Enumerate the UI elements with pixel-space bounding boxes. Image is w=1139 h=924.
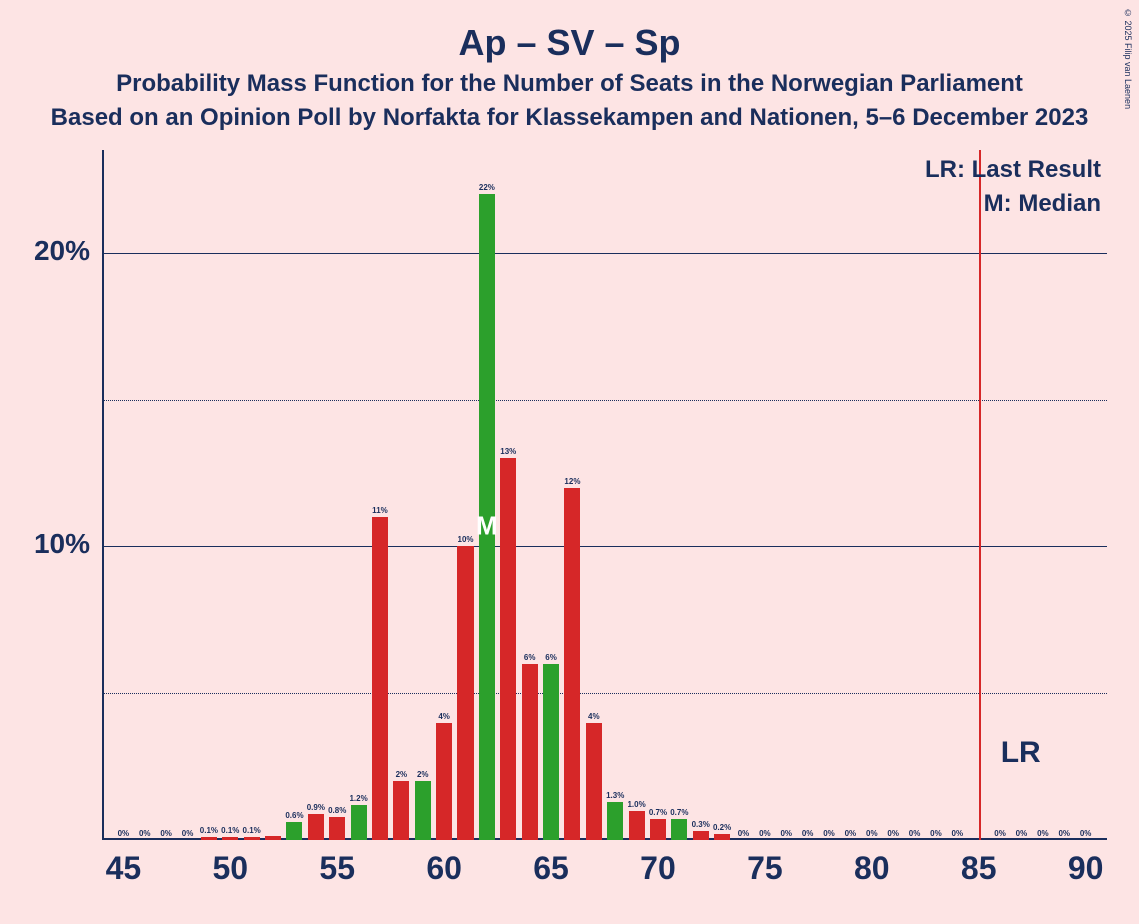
- y-axis-line: [102, 150, 104, 840]
- bar-label: 0.8%: [328, 806, 346, 815]
- gridline: [102, 546, 1107, 547]
- bar-label: 6%: [524, 653, 536, 662]
- bar-label: 0.2%: [713, 823, 731, 832]
- gridline: [102, 693, 1107, 694]
- bar: [244, 837, 260, 840]
- bar: [329, 817, 345, 840]
- legend-median: M: Median: [984, 190, 1101, 218]
- bar: [564, 488, 580, 840]
- bar: [201, 837, 217, 840]
- gridline: [102, 400, 1107, 401]
- bar-label: 10%: [457, 535, 473, 544]
- plot-area: 0%0%0%0%0.1%0.1%0.1%0.6%0.9%0.8%1.2%11%2…: [102, 150, 1107, 840]
- bar-label: 0%: [909, 829, 921, 838]
- bar-label: 22%: [479, 183, 495, 192]
- bar: [372, 517, 388, 840]
- bar-label: 0.1%: [243, 826, 261, 835]
- bar-label: 0%: [118, 829, 130, 838]
- bar-label: 6%: [545, 653, 557, 662]
- bar: [308, 814, 324, 840]
- bar-label: 0%: [952, 829, 964, 838]
- bar-label: 0.3%: [692, 820, 710, 829]
- bar: [457, 546, 473, 840]
- legend-lr: LR: Last Result: [925, 156, 1101, 184]
- y-axis-label: 10%: [0, 528, 90, 560]
- bar: [393, 781, 409, 840]
- x-axis-label: 55: [319, 850, 355, 887]
- bar-label: 0%: [1080, 829, 1092, 838]
- median-marker: M: [476, 510, 498, 541]
- bar: [286, 822, 302, 840]
- bar-label: 0%: [845, 829, 857, 838]
- bar-label: 0.9%: [307, 803, 325, 812]
- bar-label: 0%: [759, 829, 771, 838]
- chart-title: Ap – SV – Sp: [0, 22, 1139, 64]
- bar-label: 0%: [1058, 829, 1070, 838]
- x-axis-label: 85: [961, 850, 997, 887]
- bar: [265, 836, 281, 840]
- bar: [351, 805, 367, 840]
- bar-label: 0%: [994, 829, 1006, 838]
- bar: [522, 664, 538, 840]
- bar-label: 0%: [1037, 829, 1049, 838]
- chart-subtitle-2: Based on an Opinion Poll by Norfakta for…: [0, 104, 1139, 132]
- bar-label: 2%: [417, 770, 429, 779]
- bar-label: 1.3%: [606, 791, 624, 800]
- bar-label: 2%: [396, 770, 408, 779]
- bar-label: 1.2%: [349, 794, 367, 803]
- x-axis-label: 80: [854, 850, 890, 887]
- bar: [671, 819, 687, 840]
- bar-label: 0%: [780, 829, 792, 838]
- bar-label: 0%: [182, 829, 194, 838]
- bar: [714, 834, 730, 840]
- bar-label: 0%: [160, 829, 172, 838]
- bar: [500, 458, 516, 840]
- bar-label: 4%: [588, 712, 600, 721]
- bar-label: 0.7%: [649, 808, 667, 817]
- x-axis-label: 75: [747, 850, 783, 887]
- bar-label: 0%: [866, 829, 878, 838]
- lr-inline-label: LR: [1001, 736, 1041, 770]
- bar-label: 1.0%: [627, 800, 645, 809]
- bar-label: 13%: [500, 447, 516, 456]
- bar: [650, 819, 666, 840]
- x-axis-label: 65: [533, 850, 569, 887]
- bar-label: 0%: [930, 829, 942, 838]
- bar-label: 0.6%: [285, 811, 303, 820]
- bar: [607, 802, 623, 840]
- chart-subtitle-1: Probability Mass Function for the Number…: [0, 70, 1139, 98]
- bar-label: 0%: [738, 829, 750, 838]
- bar-label: 0%: [823, 829, 835, 838]
- bar: [436, 723, 452, 840]
- x-axis-label: 60: [426, 850, 462, 887]
- x-axis-label: 50: [213, 850, 249, 887]
- bar: [415, 781, 431, 840]
- x-axis-label: 90: [1068, 850, 1104, 887]
- bar: [693, 831, 709, 840]
- x-axis-label: 70: [640, 850, 676, 887]
- bar-label: 0%: [887, 829, 899, 838]
- bar: [222, 837, 238, 840]
- bar: [543, 664, 559, 840]
- bar-label: 0.7%: [670, 808, 688, 817]
- gridline: [102, 253, 1107, 254]
- bar: [629, 811, 645, 840]
- lr-line: [979, 150, 981, 840]
- bar-label: 0%: [802, 829, 814, 838]
- bar-label: 4%: [438, 712, 450, 721]
- x-axis-label: 45: [106, 850, 142, 887]
- copyright-text: © 2025 Filip van Laenen: [1123, 8, 1133, 109]
- y-axis-label: 20%: [0, 235, 90, 267]
- bar-label: 11%: [372, 506, 388, 515]
- bar-label: 0%: [1016, 829, 1028, 838]
- bar-label: 0.1%: [221, 826, 239, 835]
- chart-container: Ap – SV – Sp Probability Mass Function fo…: [0, 0, 1139, 924]
- bar-label: 12%: [564, 477, 580, 486]
- bar-label: 0%: [139, 829, 151, 838]
- bar-label: 0.1%: [200, 826, 218, 835]
- bar: [586, 723, 602, 840]
